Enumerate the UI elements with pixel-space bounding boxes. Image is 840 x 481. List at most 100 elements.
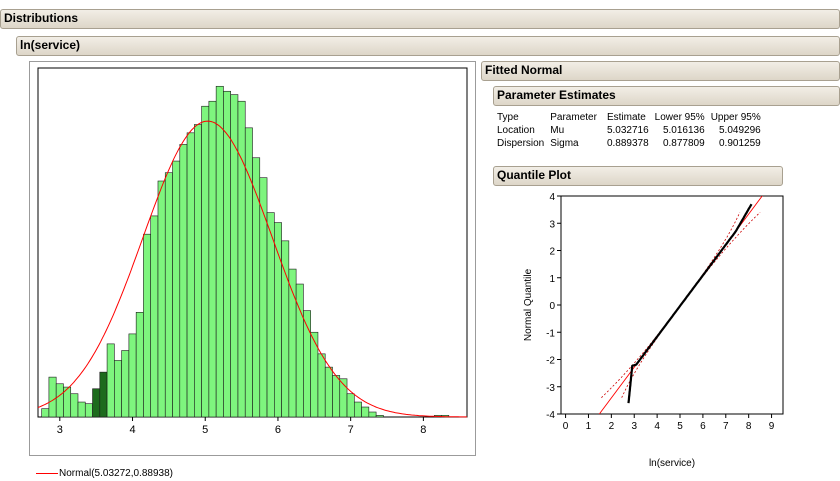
x-tick-label: 4 [654,421,660,432]
header-parameter: Parameter [550,112,597,123]
histogram-bar [179,144,188,418]
parameter-estimates-header[interactable]: Parameter Estimates [493,86,840,106]
histogram-bar [186,132,195,418]
x-tick-label: 0 [563,421,569,432]
x-tick-label: 5 [202,424,208,436]
header-upper95: Upper 95% [710,112,761,123]
confidence-band-upper [601,212,761,398]
quantile-plot-area [560,195,784,415]
legend-label: Normal(5.03272,0.88938) [59,468,173,479]
distributions-title: Distributions [4,11,78,25]
histogram-bar [143,233,152,418]
x-tick-label: 6 [700,421,706,432]
quantile-points [627,203,753,404]
x-tick-label: 8 [420,424,426,436]
histogram-bar [128,333,137,418]
histogram-bar [41,408,50,418]
histogram-bar [317,353,326,418]
x-tick-label: 9 [769,421,775,432]
table-row: Dispersion Sigma 0.889378 0.877809 0.901… [497,137,767,150]
histogram-bar [215,85,224,418]
histogram-bar [70,393,79,418]
histogram-bar [194,124,202,418]
x-tick-label: 8 [746,421,752,432]
histogram-bar [223,90,231,418]
histogram-bar [106,343,115,418]
table-row: Location Mu 5.032716 5.016136 5.049296 [497,124,767,137]
header-estimate: Estimate [606,112,646,123]
parameter-estimates-table: Type Parameter Estimate Lower 95% Upper … [497,111,767,150]
cell-type: Location [497,125,535,136]
histogram-bar [99,371,108,418]
column-outline-header[interactable]: ln(service) [16,36,840,56]
column-title: ln(service) [20,38,81,52]
cell-lower95: 0.877809 [662,138,705,149]
histogram-bar [244,127,253,418]
histogram-bar [361,406,370,418]
y-tick-label: -2 [546,356,555,367]
cell-estimate: 0.889378 [606,138,649,149]
x-tick-label: 7 [348,424,354,436]
table-header-row: Type Parameter Estimate Lower 95% Upper … [497,111,767,124]
histogram-bar [237,100,246,418]
histogram-bar [368,411,377,418]
quantile-plot-chart: -4 -3 -2 -1 0 1 2 3 4 0 1 2 3 4 5 6 7 8 9 ln(service) Normal… [523,192,784,469]
y-tick-label: 3 [549,219,555,230]
cell-type: Dispersion [497,138,545,149]
cell-upper95: 0.901259 [719,138,761,149]
x-tick-label: 2 [609,421,615,432]
quantile-x-axis-label: ln(service) [649,458,695,469]
histogram-bar [346,393,355,418]
histogram-bar [157,180,166,418]
histogram-bar [164,172,173,418]
histogram-bar [121,350,130,418]
y-tick-label: -3 [546,383,555,394]
fitted-normal-title: Fitted Normal [485,63,563,77]
x-tick-label: 4 [129,424,135,436]
histogram-bar [332,375,341,418]
x-tick-label: 3 [631,421,637,432]
quantile-plot-header[interactable]: Quantile Plot [493,166,783,186]
histogram-bar [114,360,122,418]
cell-estimate: 5.032716 [606,125,649,136]
y-tick-label: 1 [549,274,555,285]
histogram-bar [201,105,210,418]
histogram-bar [77,401,86,418]
histogram-bar [252,157,261,418]
histogram-chart: 3 4 5 6 7 8 [37,67,468,436]
y-tick-label: -1 [546,328,555,339]
confidence-band-lower [621,212,741,398]
qq-plot-layer [598,196,763,414]
x-tick-label: 6 [275,424,281,436]
parameter-estimates-title: Parameter Estimates [497,88,616,102]
cell-parameter: Sigma [550,138,579,149]
histogram-bar [92,388,101,418]
y-tick-label: -4 [546,410,555,421]
histogram-bar [324,366,333,418]
histogram-bar [135,312,144,418]
histogram-bar [230,94,239,418]
legend-swatch [36,473,58,474]
cell-upper95: 5.049296 [719,125,761,136]
header-lower95: Lower 95% [654,112,705,123]
histogram-bar [150,215,159,418]
legend: Normal(5.03272,0.88938) [36,468,173,479]
quantile-y-axis-label: Normal Quantile [523,268,534,341]
fitted-normal-header[interactable]: Fitted Normal [481,61,840,81]
histogram-bar [172,160,181,418]
histogram-bar [353,401,362,418]
x-tick-label: 3 [57,424,63,436]
header-type: Type [497,112,519,123]
y-tick-label: 2 [549,247,555,258]
histogram-bar [266,212,275,418]
histogram-bar [208,100,217,418]
x-tick-label: 5 [677,421,683,432]
histogram-bar [274,222,282,418]
quantile-plot-title: Quantile Plot [497,168,572,182]
distributions-outline-header[interactable]: Distributions [0,9,840,29]
x-tick-label: 1 [586,421,592,432]
histogram-bar [55,383,64,418]
y-tick-label: 4 [549,192,555,203]
cell-lower95: 5.016136 [662,125,705,136]
histogram-bar [375,415,384,418]
